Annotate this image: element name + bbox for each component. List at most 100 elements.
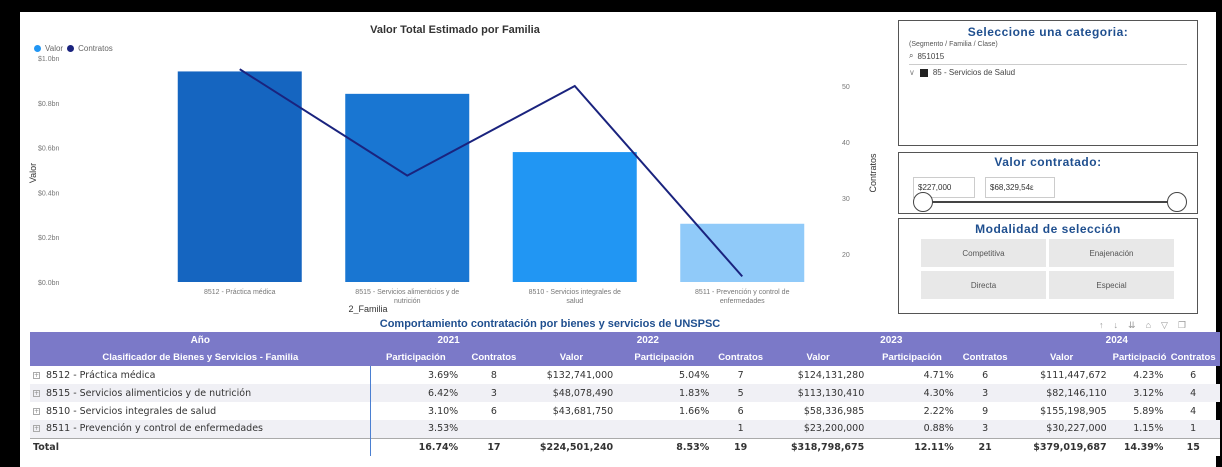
- slider-min-handle[interactable]: [913, 192, 933, 212]
- search-icon: ⌕: [909, 51, 914, 60]
- table-cell: 3: [461, 384, 527, 402]
- table-cell: 4.71%: [923, 369, 954, 381]
- category-panel-subtitle: (Segmento / Familia / Clase): [909, 41, 998, 48]
- modality-enajenacion-button[interactable]: Enajenación: [1049, 239, 1174, 267]
- row-label-cell[interactable]: +8511 - Prevención y control de enfermed…: [30, 420, 371, 438]
- value-panel: Valor contratado: $227,000 $68,329,54ε: [898, 152, 1198, 214]
- filter-icon[interactable]: ▽: [1161, 320, 1178, 330]
- table-cell: 0.88%: [867, 420, 957, 438]
- expand-row-icon[interactable]: +: [33, 407, 40, 415]
- y-left-tick-label: $0.2bn: [38, 235, 60, 242]
- checkbox[interactable]: [919, 68, 928, 77]
- modality-panel: Modalidad de selección Competitiva Enaje…: [898, 218, 1198, 314]
- x-category-label: 8515 - Servicios alimenticios y de: [355, 289, 459, 296]
- bar-valor[interactable]: [345, 93, 470, 282]
- table-cell: 6: [982, 369, 989, 381]
- combo-chart[interactable]: $1.0bn $0.8bn $0.6bn $0.4bn $0.2bn $0.0bn 50 4…: [26, 18, 884, 314]
- row-label-cell[interactable]: +8510 - Servicios integrales de salud: [30, 402, 371, 420]
- table-cell: 9: [982, 405, 989, 417]
- table-cell: 1.66%: [679, 405, 710, 417]
- year-2024-header[interactable]: 2024: [1013, 332, 1220, 348]
- table-row[interactable]: +8510 - Servicios integrales de salud 3.1…: [30, 402, 1220, 420]
- row-label: 8515 - Servicios alimenticios y de nutri…: [46, 387, 252, 399]
- year-2022-header[interactable]: 2022: [526, 332, 770, 348]
- chart-title: Valor Total Estimado por Familia: [370, 24, 540, 36]
- col-header[interactable]: Participación: [616, 348, 713, 366]
- table-cell: 3.10%: [370, 402, 462, 420]
- category-search[interactable]: ⌕ 851015: [909, 51, 1187, 65]
- modality-especial-button[interactable]: Especial: [1049, 271, 1174, 299]
- y-left-tick-label: $0.0bn: [38, 280, 60, 287]
- x-category-label: 8511 - Prevención y control de: [695, 289, 790, 296]
- chevron-down-icon[interactable]: ∨: [909, 68, 915, 77]
- col-header[interactable]: Contratos: [956, 348, 1014, 366]
- table-cell: 21: [956, 437, 1014, 456]
- row-label-cell[interactable]: +8515 - Servicios alimenticios y de nutr…: [30, 384, 371, 402]
- row-label-cell[interactable]: +8512 - Práctica médica: [30, 366, 371, 384]
- table-cell: 14.39%: [1109, 437, 1167, 456]
- row-label: 8511 - Prevención y control de enfermeda…: [46, 423, 264, 435]
- table-cell: $82,146,110: [1013, 384, 1110, 402]
- y-right-tick-label: 50: [842, 84, 850, 91]
- year-2023-header[interactable]: 2023: [769, 332, 1014, 348]
- drill-down-icon[interactable]: ↓: [1113, 320, 1129, 330]
- y-left-tick-label: $0.4bn: [38, 190, 60, 197]
- chart-legend[interactable]: Valor Contratos: [34, 44, 113, 53]
- range-slider-track[interactable]: [929, 201, 1179, 203]
- table-cell: $111,447,672: [1040, 369, 1107, 381]
- table-cell: $224,501,240: [526, 437, 617, 456]
- expand-row-icon[interactable]: +: [33, 389, 40, 397]
- legend-contratos-label: Contratos: [78, 44, 113, 53]
- table-cell: [616, 420, 713, 438]
- col-header[interactable]: Contratos: [461, 348, 527, 366]
- modality-competitiva-button[interactable]: Competitiva: [921, 239, 1046, 267]
- table-title: Comportamiento contratación por bienes y…: [379, 318, 721, 330]
- visual-toolbar[interactable]: ↑↓⇊⌂▽❐: [1099, 320, 1196, 331]
- x-category-label-line2: nutrición: [394, 298, 421, 305]
- col-header[interactable]: Participación: [1109, 348, 1167, 366]
- row-header[interactable]: Clasificador de Bienes y Servicios - Fam…: [30, 348, 371, 366]
- modality-directa-button[interactable]: Directa: [921, 271, 1046, 299]
- max-value-field[interactable]: $68,329,54ε: [985, 177, 1055, 198]
- total-row[interactable]: Total 16.74% 17 $224,501,240 8.53% 19 $318,798…: [30, 437, 1220, 456]
- col-header[interactable]: Contratos: [712, 348, 770, 366]
- table-cell: $43,681,750: [552, 405, 614, 417]
- legend-valor-label: Valor: [45, 44, 64, 53]
- table-cell: 17: [461, 437, 527, 456]
- line-contratos[interactable]: [239, 68, 744, 278]
- tree-item-85[interactable]: ∨ 85 - Servicios de Salud: [909, 68, 1187, 77]
- bar-valor[interactable]: [680, 223, 805, 282]
- col-header[interactable]: Participación: [370, 348, 462, 366]
- legend-valor-dot: [34, 45, 41, 52]
- table-cell: 3: [956, 384, 1014, 402]
- col-header[interactable]: Valor: [526, 348, 617, 366]
- table-cell: $30,227,000: [1013, 420, 1110, 438]
- col-header[interactable]: Valor: [1013, 348, 1110, 366]
- focus-mode-icon[interactable]: ❐: [1177, 320, 1196, 330]
- table-cell: [461, 420, 527, 438]
- table-cell: 15: [1166, 437, 1220, 456]
- pin-icon[interactable]: ⌂: [1145, 320, 1161, 330]
- table-row[interactable]: +8511 - Prevención y control de enfermed…: [30, 420, 1220, 438]
- table-cell: 5.04%: [679, 369, 710, 381]
- table-cell: 7: [737, 369, 744, 381]
- matrix-table: Año 2021 2022 2023 2024 Clasificador de …: [30, 332, 1220, 456]
- table-row[interactable]: +8512 - Práctica médica 3.69% 8 $132,741,00…: [30, 366, 1220, 384]
- bar-valor[interactable]: [512, 152, 637, 282]
- col-header[interactable]: Participación: [867, 348, 957, 366]
- slider-max-handle[interactable]: [1167, 192, 1187, 212]
- table-cell: 8.53%: [616, 437, 713, 456]
- table-cell: 8: [490, 369, 497, 381]
- expand-row-icon[interactable]: +: [33, 371, 40, 379]
- col-header[interactable]: Valor: [769, 348, 868, 366]
- y-right-tick-label: 40: [842, 140, 850, 147]
- table-row[interactable]: +8515 - Servicios alimenticios y de nutr…: [30, 384, 1220, 402]
- category-search-input[interactable]: 851015: [917, 51, 945, 61]
- category-panel-title: Seleccione una categoria:: [967, 25, 1129, 39]
- year-2021-header[interactable]: 2021: [370, 332, 527, 348]
- expand-all-icon[interactable]: ⇊: [1128, 320, 1146, 330]
- expand-row-icon[interactable]: +: [33, 425, 40, 433]
- bar-valor[interactable]: [177, 71, 302, 282]
- col-header[interactable]: Contratos: [1166, 348, 1220, 366]
- drill-up-icon[interactable]: ↑: [1099, 320, 1114, 330]
